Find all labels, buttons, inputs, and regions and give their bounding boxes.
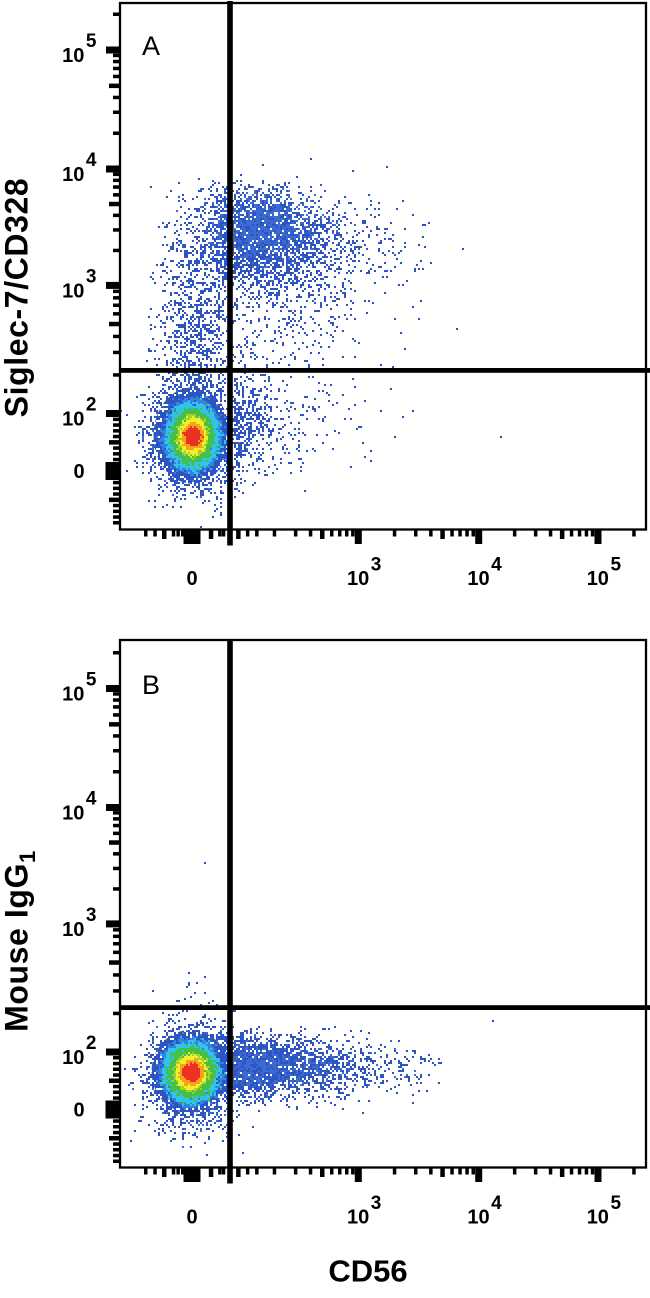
svg-text:B: B: [142, 670, 160, 700]
svg-text:0: 0: [73, 1100, 84, 1122]
svg-text:CD56: CD56: [328, 1254, 407, 1289]
svg-text:A: A: [142, 31, 160, 61]
svg-text:0: 0: [186, 568, 197, 590]
svg-text:0: 0: [186, 1207, 197, 1229]
svg-text:Siglec-7/CD328: Siglec-7/CD328: [0, 178, 35, 418]
svg-text:0: 0: [73, 461, 84, 483]
svg-text:Mouse IgG1: Mouse IgG1: [0, 850, 40, 1032]
